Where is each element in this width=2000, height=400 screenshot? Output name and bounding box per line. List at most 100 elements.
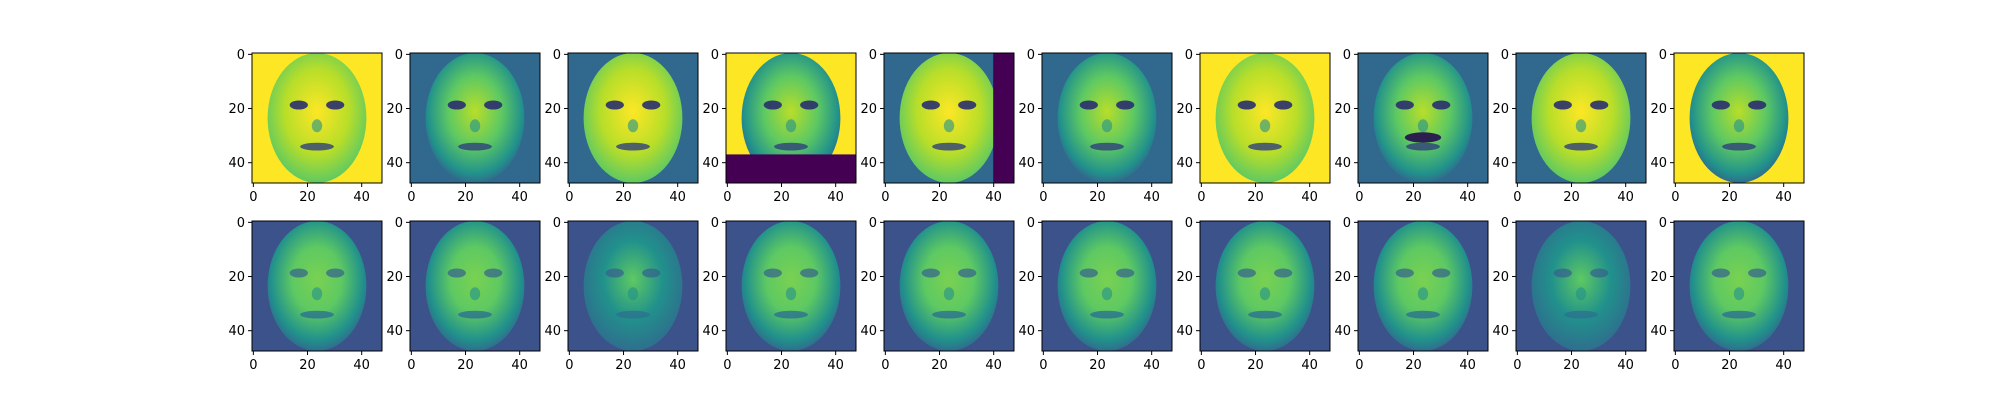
x-tick-label: 20 [457,190,474,205]
y-tick-label: 20 [860,270,877,285]
x-tick-label: 40 [827,190,844,205]
y-tick-label: 0 [1185,216,1193,231]
x-tick-label: 20 [457,358,474,373]
eye-region [921,100,940,110]
y-tick-label: 40 [1176,156,1193,171]
y-tick-label: 20 [1018,102,1035,117]
axes-frame [883,52,1015,184]
y-tick-label: 40 [860,324,877,339]
x-tick-label: 0 [1671,190,1679,205]
image-panel-r2c2: 0 20 40 0 20 40 [386,216,541,373]
y-tick-label: 40 [1650,324,1667,339]
eye-region [1274,268,1293,278]
axes-frame [1515,220,1647,352]
x-tick-label: 0 [407,358,415,373]
y-tick-label: 40 [1018,324,1035,339]
nose-region [469,287,481,301]
eye-region [289,100,308,110]
y-tick-label: 20 [1650,102,1667,117]
nose-region [1101,119,1113,133]
y-tick-label: 40 [702,324,719,339]
y-tick-label: 40 [544,156,561,171]
y-tick-label: 40 [228,324,245,339]
mouth-region [1722,310,1756,319]
y-tick-label: 0 [237,48,245,63]
y-tick-label: 20 [1492,102,1509,117]
x-tick-label: 20 [615,358,632,373]
x-tick-label: 0 [881,190,889,205]
eye-region [1711,268,1730,278]
eye-region [763,100,782,110]
y-tick-label: 0 [1343,216,1351,231]
y-tick-label: 20 [228,102,245,117]
eye-region [1590,268,1609,278]
eye-region [958,100,977,110]
image-panel-r2c5: 0 20 40 0 20 40 [860,216,1015,373]
y-tick-label: 40 [386,156,403,171]
eye-region [1237,268,1256,278]
x-tick-label: 40 [1301,358,1318,373]
x-tick-label: 20 [773,358,790,373]
image-panel-r1c7: 0 20 40 0 20 40 [1176,48,1331,205]
x-tick-label: 20 [1721,358,1738,373]
axes-frame [1357,220,1489,352]
y-tick-label: 20 [544,102,561,117]
nose-region [1575,287,1587,301]
x-tick-label: 0 [1039,358,1047,373]
eye-region [605,268,624,278]
image-panel-r1c8: 0 20 40 0 20 40 [1334,48,1489,205]
eye-region [1079,268,1098,278]
mouth-region [1406,142,1440,151]
y-tick-label: 20 [228,270,245,285]
face-region [1689,53,1789,183]
eye-region [1116,268,1135,278]
image-panel-r2c6: 0 20 40 0 20 40 [1018,216,1173,373]
x-tick-label: 20 [299,190,316,205]
nose-region [943,119,955,133]
x-tick-label: 40 [985,190,1002,205]
dark-strip [993,53,1014,183]
x-tick-label: 0 [1197,190,1205,205]
x-tick-label: 0 [1355,358,1363,373]
y-tick-label: 20 [1176,102,1193,117]
face-region [1531,221,1631,351]
x-tick-label: 0 [249,358,257,373]
y-tick-label: 40 [1334,324,1351,339]
eye-region [1590,100,1609,110]
face-region [1531,53,1631,183]
x-tick-label: 0 [565,190,573,205]
face-region [267,53,367,183]
y-tick-label: 40 [544,324,561,339]
face-region [583,221,683,351]
y-tick-label: 0 [1501,48,1509,63]
axes-frame [1673,52,1805,184]
nose-region [1259,119,1271,133]
mouth-region [1722,142,1756,151]
mouth-region [616,142,650,151]
image-panel-r1c9: 0 20 40 0 20 40 [1492,48,1647,205]
eye-region [1079,100,1098,110]
y-tick-label: 0 [1027,48,1035,63]
x-tick-label: 20 [1405,190,1422,205]
nose-region [627,287,639,301]
nose-region [627,119,639,133]
x-tick-label: 0 [881,358,889,373]
nose-region [311,287,323,301]
y-tick-label: 40 [228,156,245,171]
x-tick-label: 40 [1617,358,1634,373]
mouth-region [774,310,808,319]
x-tick-label: 20 [1405,358,1422,373]
y-tick-label: 0 [711,216,719,231]
axes-frame [1357,52,1489,184]
x-tick-label: 40 [1617,190,1634,205]
eye-region [800,268,819,278]
x-tick-label: 40 [1775,358,1792,373]
eye-region [326,268,345,278]
eye-region [447,268,466,278]
mustache-region [1404,132,1442,143]
face-region [1215,221,1315,351]
face-region [1057,53,1157,183]
eye-region [289,268,308,278]
nose-region [1101,287,1113,301]
x-tick-label: 20 [1721,190,1738,205]
